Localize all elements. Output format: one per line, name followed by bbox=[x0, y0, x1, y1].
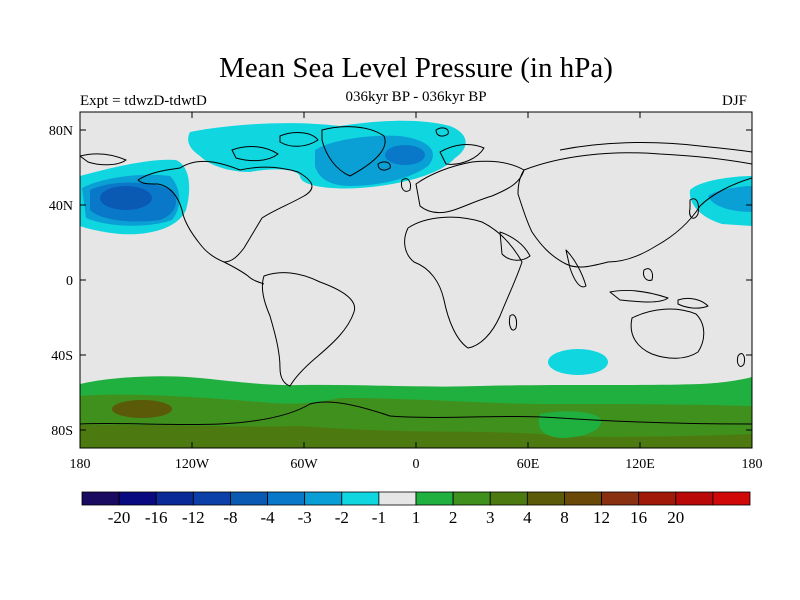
sindian-neg1 bbox=[548, 349, 608, 375]
colorbar-label: -3 bbox=[298, 508, 312, 527]
colorbar-swatch bbox=[267, 491, 306, 506]
colorbar-swatch bbox=[378, 491, 417, 506]
colorbar-label: 2 bbox=[449, 508, 458, 527]
colorbar-swatch bbox=[118, 491, 157, 506]
y-tick-label: 40N bbox=[49, 199, 73, 214]
colorbar-swatch bbox=[675, 491, 714, 506]
colorbar-swatch bbox=[601, 491, 640, 506]
colorbar-label: 3 bbox=[486, 508, 495, 527]
colorbar-swatch bbox=[230, 491, 268, 506]
colorbar-swatch bbox=[304, 491, 343, 506]
colorbar-swatch bbox=[712, 491, 751, 506]
y-tick-label: 80N bbox=[49, 124, 73, 139]
axis-ticks bbox=[80, 112, 752, 448]
x-tick-label: 60E bbox=[517, 457, 540, 472]
x-tick-label: 120W bbox=[175, 457, 210, 472]
colorbar-label: -2 bbox=[335, 508, 349, 527]
x-tick-label: 120E bbox=[625, 457, 655, 472]
colorbar-swatch bbox=[192, 491, 231, 506]
x-tick-label: 0 bbox=[413, 457, 420, 472]
natlantic-neg3 bbox=[385, 145, 425, 165]
colorbar-swatch bbox=[526, 491, 565, 506]
colorbar-swatch bbox=[489, 491, 528, 506]
map-field bbox=[80, 112, 752, 448]
y-tick-label: 80S bbox=[51, 424, 73, 439]
wpacific-neg2 bbox=[708, 186, 752, 212]
colorbar-swatch bbox=[81, 491, 120, 506]
x-tick-label: 180 bbox=[742, 457, 763, 472]
colorbar-label: -20 bbox=[108, 508, 131, 527]
colorbar-label: -4 bbox=[260, 508, 275, 527]
colorbar-swatch bbox=[638, 491, 677, 506]
colorbar-label: 1 bbox=[412, 508, 421, 527]
plot-title: Mean Sea Level Pressure (in hPa) bbox=[219, 52, 613, 84]
colorbar-label: 16 bbox=[630, 508, 647, 527]
colorbar-label: -8 bbox=[223, 508, 237, 527]
period-label: 036kyr BP - 036kyr BP bbox=[345, 89, 487, 105]
experiment-label: Expt = tdwzD-tdwtD bbox=[80, 93, 207, 109]
colorbar-swatch bbox=[155, 491, 194, 506]
y-tick-label: 40S bbox=[51, 349, 73, 364]
colorbar-label: 20 bbox=[667, 508, 684, 527]
x-tick-label: 180 bbox=[70, 457, 91, 472]
colorbar-swatch bbox=[415, 491, 454, 506]
npacific-neg4 bbox=[100, 186, 152, 210]
southern-band-pos3 bbox=[80, 424, 752, 448]
colorbar bbox=[81, 491, 751, 506]
coastlines bbox=[80, 126, 752, 426]
colorbar-label: -12 bbox=[182, 508, 205, 527]
colorbar-label: 8 bbox=[560, 508, 569, 527]
colorbar-label: 12 bbox=[593, 508, 610, 527]
colorbar-swatch bbox=[341, 491, 380, 506]
colorbar-swatch bbox=[452, 491, 491, 506]
season-label: DJF bbox=[722, 93, 748, 109]
colorbar-labels: -20 -16 -12 -8 -4 -3 -2 -1 1 2 3 4 8 12 16 20 bbox=[108, 508, 685, 527]
colorbar-label: 4 bbox=[523, 508, 532, 527]
y-tick-label: 0 bbox=[66, 274, 73, 289]
x-tick-label: 60W bbox=[290, 457, 318, 472]
colorbar-label: -16 bbox=[145, 508, 168, 527]
colorbar-swatch bbox=[564, 491, 602, 506]
colorbar-label: -1 bbox=[372, 508, 386, 527]
pacific-pos4-blob bbox=[112, 400, 172, 418]
